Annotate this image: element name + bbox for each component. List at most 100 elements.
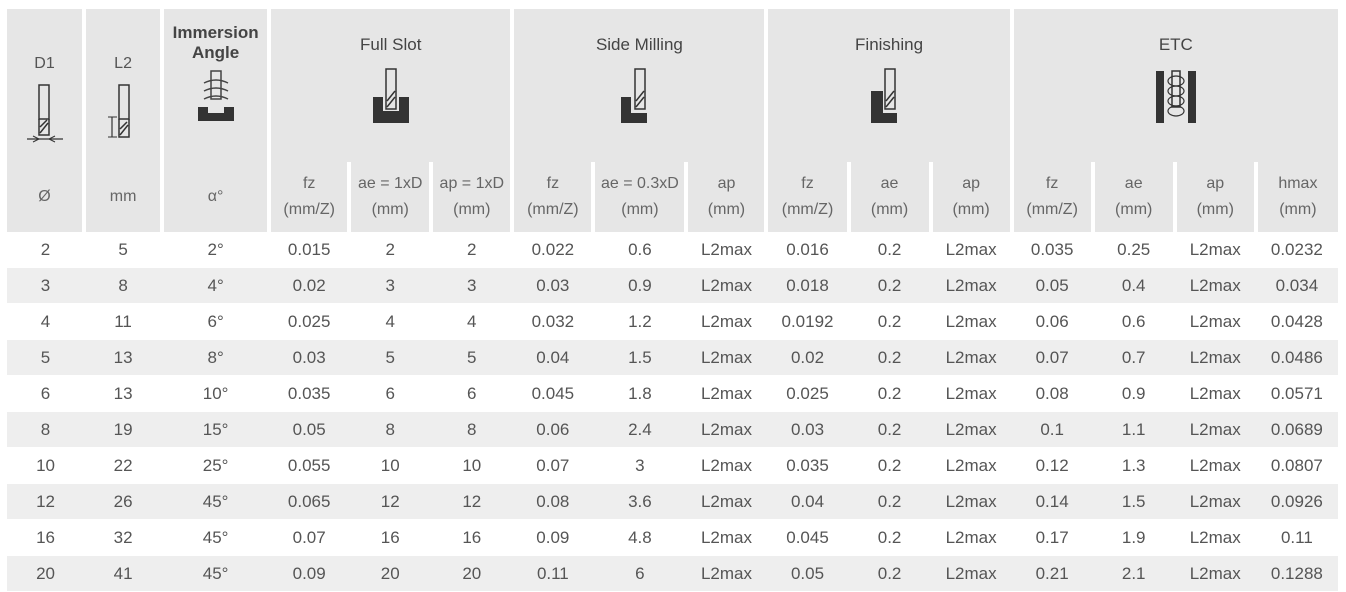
table-cell: L2max: [930, 520, 1012, 556]
angle-title-line2: Angle: [192, 43, 240, 62]
table-cell: L2max: [686, 232, 767, 268]
table-cell: 2.1: [1092, 556, 1175, 592]
table-cell: 12: [7, 484, 85, 520]
table-cell: 0.7: [1092, 340, 1175, 376]
table-cell: 0.04: [512, 340, 594, 376]
table-cell: 6: [7, 376, 85, 412]
table-cell: 3: [349, 268, 432, 304]
table-cell: 2°: [162, 232, 270, 268]
unit-col: ae (mm): [1092, 162, 1175, 232]
header-l2: L2: [84, 9, 163, 162]
table-cell: 0.055: [269, 448, 350, 484]
table-cell: 0.1288: [1255, 556, 1338, 592]
table-cell: L2max: [1174, 304, 1256, 340]
table-cell: 0.065: [269, 484, 350, 520]
table-cell: 12: [349, 484, 432, 520]
unit-col: ap = 1xD (mm): [431, 162, 513, 232]
table-row: 20 41 45° 0.09 20 20 0.11 6 L2max 0.05 0.2 L2max 0.2…: [7, 556, 1338, 592]
table-cell: 16: [431, 520, 513, 556]
table-cell: 1.8: [593, 376, 687, 412]
header-immersion-angle: Immersion Angle: [162, 9, 270, 162]
table-cell: 0.0486: [1255, 340, 1338, 376]
table-cell: 4: [349, 304, 432, 340]
table-cell: 13: [84, 340, 163, 376]
table-cell: 1.5: [593, 340, 687, 376]
table-cell: 0.2: [848, 340, 931, 376]
table-row: 8 19 15° 0.05 8 8 0.06 2.4 L2max 0.03 0.2 L2max 0.1 1…: [7, 412, 1338, 448]
table-cell: 0.045: [766, 520, 849, 556]
group-finishing: Finishing: [766, 9, 1012, 162]
table-cell: 8: [349, 412, 432, 448]
table-cell: 0.0689: [1255, 412, 1338, 448]
table-cell: 32: [84, 520, 163, 556]
unit-col: ae (mm): [848, 162, 931, 232]
table-cell: L2max: [1174, 268, 1256, 304]
table-cell: L2max: [930, 268, 1012, 304]
table-cell: 0.05: [766, 556, 849, 592]
table-cell: 0.016: [766, 232, 849, 268]
table-cell: 0.032: [512, 304, 594, 340]
unit-col: ap (mm): [930, 162, 1012, 232]
table-cell: 1.1: [1092, 412, 1175, 448]
table-body: 2 5 2° 0.015 2 2 0.022 0.6 L2max 0.016 0.2 L2max 0.0…: [7, 232, 1338, 592]
unit-col: hmax (mm): [1255, 162, 1338, 232]
table-cell: 0.06: [512, 412, 594, 448]
table-cell: 0.2: [848, 232, 931, 268]
table-cell: L2max: [1174, 448, 1256, 484]
table-cell: 0.9: [593, 268, 687, 304]
table-cell: 0.12: [1011, 448, 1093, 484]
full-slot-title: Full Slot: [360, 35, 422, 54]
table-cell: 0.2: [848, 412, 931, 448]
table-cell: 0.0926: [1255, 484, 1338, 520]
table-cell: 5: [431, 340, 513, 376]
table-cell: 0.05: [1011, 268, 1093, 304]
table-cell: L2max: [1174, 340, 1256, 376]
table-cell: 0.0428: [1255, 304, 1338, 340]
table-cell: 22: [84, 448, 163, 484]
table-row: 5 13 8° 0.03 5 5 0.04 1.5 L2max 0.02 0.2 L2max 0.07 0…: [7, 340, 1338, 376]
table-cell: L2max: [686, 412, 767, 448]
immersion-angle-title: Immersion Angle: [164, 23, 267, 63]
table-cell: 0.022: [512, 232, 594, 268]
table-cell: 3: [7, 268, 85, 304]
table-cell: 0.17: [1011, 520, 1093, 556]
table-cell: 1.3: [1092, 448, 1175, 484]
table-row: 2 5 2° 0.015 2 2 0.022 0.6 L2max 0.016 0.2 L2max 0.0…: [7, 232, 1338, 268]
table-cell: 0.035: [1011, 232, 1093, 268]
angle-title-line1: Immersion: [172, 23, 259, 42]
unit-angle: α°: [162, 162, 270, 232]
finishing-icon: [871, 68, 898, 123]
table-cell: 0.02: [269, 268, 350, 304]
table-cell: 4: [7, 304, 85, 340]
unit-col: ap (mm): [686, 162, 767, 232]
table-cell: 0.9: [1092, 376, 1175, 412]
table-cell: 6°: [162, 304, 270, 340]
table-cell: 0.03: [269, 340, 350, 376]
table-cell: 0.0232: [1255, 232, 1338, 268]
table-cell: 0.035: [766, 448, 849, 484]
table-cell: L2max: [930, 448, 1012, 484]
table-cell: 0.11: [1255, 520, 1338, 556]
table-cell: L2max: [930, 232, 1012, 268]
table-cell: 0.2: [848, 520, 931, 556]
table-cell: 0.0807: [1255, 448, 1338, 484]
unit-d1: Ø: [7, 162, 85, 232]
table-cell: 45°: [162, 556, 270, 592]
table-cell: 0.035: [269, 376, 350, 412]
table-cell: 0.2: [848, 448, 931, 484]
table-cell: 15°: [162, 412, 270, 448]
table-cell: L2max: [1174, 556, 1256, 592]
table-cell: 8: [7, 412, 85, 448]
table-cell: 0.02: [766, 340, 849, 376]
table-cell: L2max: [930, 376, 1012, 412]
table-cell: 0.08: [512, 484, 594, 520]
table-cell: 0.09: [269, 556, 350, 592]
table-cell: 0.6: [593, 232, 687, 268]
table-cell: 1.2: [593, 304, 687, 340]
table-cell: 0.2: [848, 484, 931, 520]
table-cell: 3: [431, 268, 513, 304]
table-cell: 6: [593, 556, 687, 592]
table-cell: 0.0192: [766, 304, 849, 340]
table-cell: 10: [349, 448, 432, 484]
table-row: 12 26 45° 0.065 12 12 0.08 3.6 L2max 0.04 0.2 L2max…: [7, 484, 1338, 520]
